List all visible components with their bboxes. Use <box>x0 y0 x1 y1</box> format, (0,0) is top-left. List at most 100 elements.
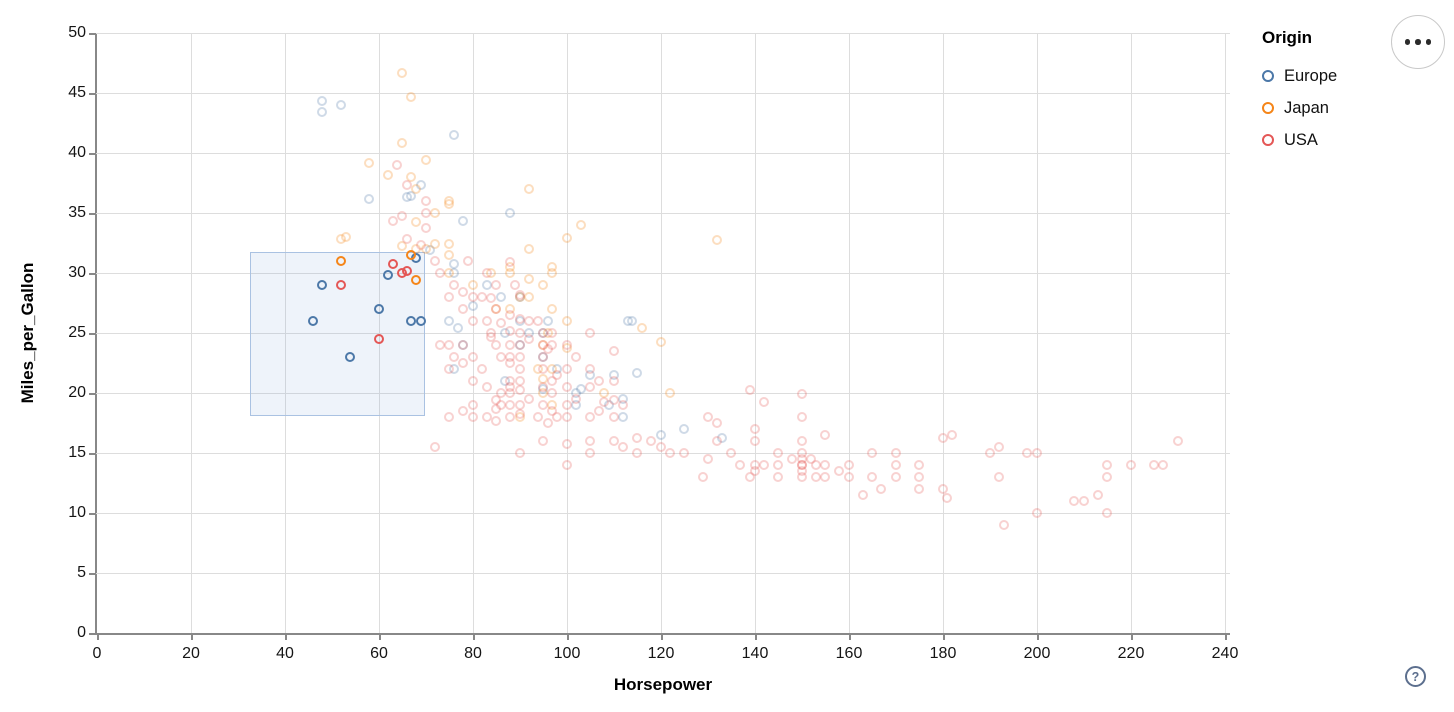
data-point-usa <box>1125 459 1136 470</box>
y-tick-mark <box>89 393 95 395</box>
x-tick-label: 100 <box>553 645 581 662</box>
data-point-usa <box>735 459 746 470</box>
data-point-usa <box>401 179 412 190</box>
data-point-usa <box>1102 471 1112 482</box>
help-icon[interactable]: ? <box>1405 666 1426 687</box>
y-tick-label: 10 <box>68 504 86 521</box>
data-point-usa <box>552 411 563 422</box>
data-point-usa <box>514 327 525 338</box>
data-point-usa <box>523 333 534 344</box>
data-point-usa <box>843 459 854 470</box>
gridline-y <box>96 513 1230 514</box>
data-point-usa <box>467 375 478 386</box>
data-point-europe <box>448 129 459 140</box>
x-tick-label: 40 <box>276 645 294 662</box>
data-point-usa <box>585 327 595 338</box>
data-point-usa <box>495 317 506 328</box>
data-point-usa <box>608 435 619 446</box>
data-point-usa <box>890 459 901 470</box>
data-point-usa <box>594 375 605 386</box>
data-point-usa <box>448 351 459 362</box>
x-tick-mark <box>1225 634 1227 640</box>
brush-selection-rect[interactable] <box>250 252 426 416</box>
data-point-usa <box>509 279 520 290</box>
x-tick-label: 0 <box>92 645 102 662</box>
data-point-europe <box>345 351 356 362</box>
data-point-usa <box>585 381 595 392</box>
y-tick-label: 30 <box>68 264 86 281</box>
data-point-usa <box>1158 459 1169 470</box>
data-point-japan <box>547 303 558 314</box>
data-point-usa <box>608 394 619 405</box>
y-tick-label: 50 <box>68 24 86 41</box>
data-point-usa <box>505 411 516 422</box>
legend-title: Origin <box>1262 28 1313 47</box>
data-point-usa <box>476 363 487 374</box>
x-tick-mark <box>97 634 99 640</box>
data-point-usa <box>787 453 798 464</box>
data-point-usa <box>984 447 995 458</box>
data-point-usa <box>514 363 525 374</box>
data-point-usa <box>561 439 572 450</box>
data-point-europe <box>617 411 628 422</box>
ellipsis-icon <box>1404 39 1411 45</box>
data-point-usa <box>533 411 544 422</box>
data-point-usa <box>495 399 506 410</box>
gridline-y <box>96 213 1230 214</box>
data-point-europe <box>444 315 454 326</box>
data-point-europe <box>406 315 417 326</box>
data-point-usa <box>655 441 666 452</box>
data-point-usa <box>914 471 924 482</box>
data-point-usa <box>702 411 713 422</box>
data-point-usa <box>857 489 868 500</box>
data-point-usa <box>444 363 454 374</box>
y-tick-mark <box>89 273 95 275</box>
data-point-europe <box>317 279 328 290</box>
data-point-europe <box>415 315 426 326</box>
data-point-usa <box>429 441 440 452</box>
data-point-usa <box>942 493 953 504</box>
data-point-europe <box>627 315 638 326</box>
data-point-usa <box>876 483 887 494</box>
x-tick-mark <box>473 634 475 640</box>
y-tick-label: 20 <box>68 384 86 401</box>
data-point-usa <box>434 339 445 350</box>
data-point-europe <box>401 191 412 202</box>
data-point-japan <box>561 232 572 243</box>
data-point-japan <box>523 273 534 284</box>
data-point-usa <box>444 291 454 302</box>
data-point-japan <box>561 315 572 326</box>
data-point-usa <box>495 351 506 362</box>
data-point-japan <box>429 238 440 249</box>
data-point-usa <box>749 435 760 446</box>
data-point-usa <box>561 363 572 374</box>
data-point-usa <box>444 339 454 350</box>
legend-item-europe: Europe <box>1262 60 1337 92</box>
chart-actions-menu-button[interactable] <box>1391 15 1445 69</box>
data-point-usa <box>890 447 901 458</box>
y-tick-mark <box>89 513 95 515</box>
x-tick-label: 160 <box>835 645 863 662</box>
gridline-y <box>96 93 1230 94</box>
data-point-usa <box>1102 459 1112 470</box>
gridline-y <box>96 153 1230 154</box>
y-tick-mark <box>89 213 95 215</box>
data-point-europe <box>307 315 318 326</box>
legend: Origin Europe Japan USA <box>1262 28 1337 156</box>
data-point-usa <box>458 339 469 350</box>
data-point-usa <box>491 279 501 290</box>
data-point-usa <box>726 447 736 458</box>
data-point-usa <box>585 411 595 422</box>
data-point-usa <box>505 399 516 410</box>
data-point-usa <box>491 339 501 350</box>
europe-circle-icon <box>1262 70 1274 82</box>
data-point-usa <box>552 369 563 380</box>
data-point-usa <box>476 291 487 302</box>
plot-area[interactable] <box>96 33 1246 633</box>
data-point-usa <box>561 459 572 470</box>
data-point-usa <box>711 435 722 446</box>
y-tick-label: 15 <box>68 444 86 461</box>
y-axis-title: Miles_per_Gallon <box>18 262 37 404</box>
data-point-usa <box>773 471 783 482</box>
data-point-usa <box>514 447 525 458</box>
